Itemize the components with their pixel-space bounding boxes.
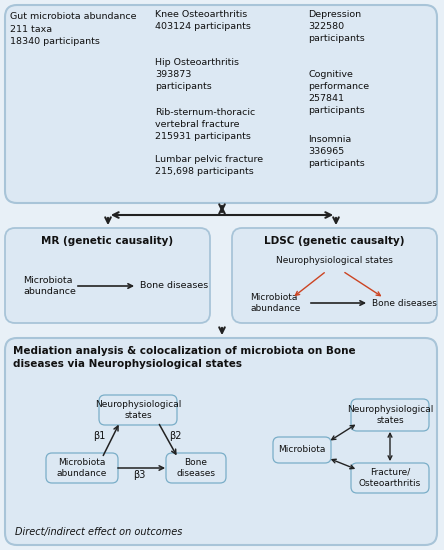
Text: Neurophysiological
states: Neurophysiological states bbox=[95, 400, 181, 420]
Text: Neurophysiological
states: Neurophysiological states bbox=[347, 405, 433, 425]
Text: β1: β1 bbox=[93, 431, 105, 441]
Text: Bone
diseases: Bone diseases bbox=[177, 458, 215, 478]
Text: Direct/indirect effect on outcomes: Direct/indirect effect on outcomes bbox=[15, 527, 182, 537]
Text: Microbiota
abundance: Microbiota abundance bbox=[23, 276, 76, 296]
Text: Neurophysiological states: Neurophysiological states bbox=[276, 256, 393, 265]
Text: Gut microbiota abundance
211 taxa
18340 participants: Gut microbiota abundance 211 taxa 18340 … bbox=[10, 12, 136, 46]
FancyBboxPatch shape bbox=[46, 453, 118, 483]
FancyBboxPatch shape bbox=[5, 228, 210, 323]
Text: LDSC (genetic causalty): LDSC (genetic causalty) bbox=[264, 236, 405, 246]
Text: Fracture/
Osteoarthritis: Fracture/ Osteoarthritis bbox=[359, 468, 421, 488]
FancyBboxPatch shape bbox=[351, 463, 429, 493]
FancyBboxPatch shape bbox=[166, 453, 226, 483]
Text: Hip Osteoarthritis
393873
participants: Hip Osteoarthritis 393873 participants bbox=[155, 58, 239, 91]
Text: Lumbar pelvic fracture
215,698 participants: Lumbar pelvic fracture 215,698 participa… bbox=[155, 155, 263, 176]
Text: β3: β3 bbox=[133, 470, 145, 480]
FancyBboxPatch shape bbox=[232, 228, 437, 323]
FancyBboxPatch shape bbox=[99, 395, 177, 425]
Text: Depression
322580
participants: Depression 322580 participants bbox=[308, 10, 365, 43]
FancyBboxPatch shape bbox=[5, 338, 437, 545]
Text: MR (genetic causality): MR (genetic causality) bbox=[41, 236, 174, 246]
Text: β2: β2 bbox=[169, 431, 181, 441]
FancyBboxPatch shape bbox=[273, 437, 331, 463]
Text: Microbiota: Microbiota bbox=[278, 446, 326, 454]
Text: Knee Osteoarthritis
403124 participants: Knee Osteoarthritis 403124 participants bbox=[155, 10, 251, 31]
Text: Bone diseases: Bone diseases bbox=[372, 299, 437, 307]
FancyBboxPatch shape bbox=[351, 399, 429, 431]
Text: Microbiota
abundance: Microbiota abundance bbox=[57, 458, 107, 478]
Text: Bone diseases: Bone diseases bbox=[140, 282, 208, 290]
FancyBboxPatch shape bbox=[5, 5, 437, 203]
Text: Insomnia
336965
participants: Insomnia 336965 participants bbox=[308, 135, 365, 168]
Text: Rib-sternum-thoracic
vertebral fracture
215931 participants: Rib-sternum-thoracic vertebral fracture … bbox=[155, 108, 255, 141]
Text: Cognitive
performance
257841
participants: Cognitive performance 257841 participant… bbox=[308, 70, 369, 115]
Text: Mediation analysis & colocalization of microbiota on Bone
diseases via Neurophys: Mediation analysis & colocalization of m… bbox=[13, 346, 356, 369]
Text: Microbiota
abundance: Microbiota abundance bbox=[250, 293, 301, 314]
